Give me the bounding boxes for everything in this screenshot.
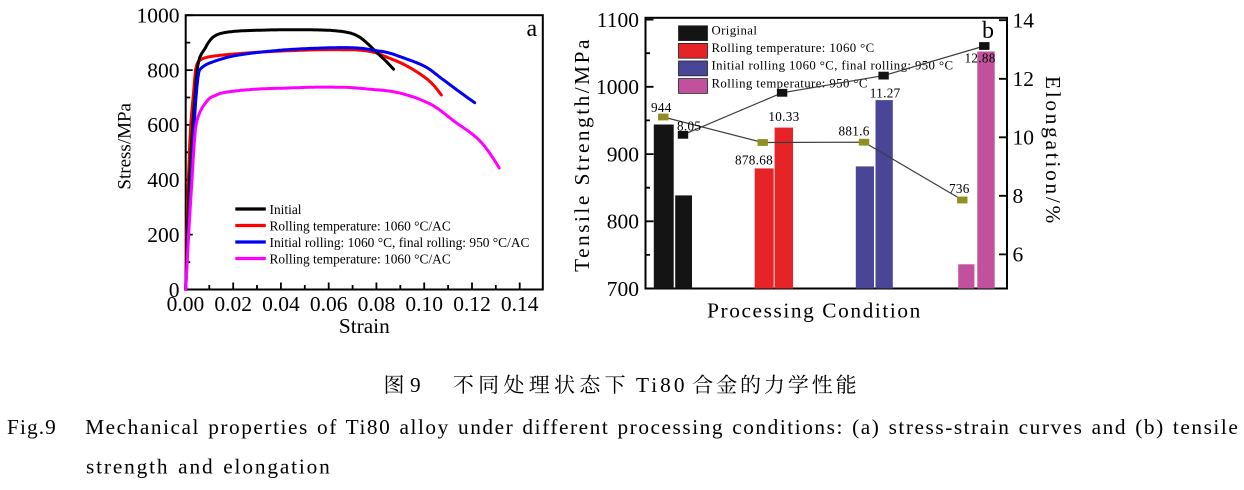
- svg-text:0.14: 0.14: [501, 292, 539, 316]
- svg-text:1000: 1000: [596, 75, 639, 99]
- svg-text:900: 900: [607, 142, 639, 166]
- svg-text:11.27: 11.27: [870, 86, 901, 101]
- svg-text:Tensile Strength/MPa: Tensile Strength/MPa: [570, 37, 594, 272]
- svg-text:Original: Original: [712, 24, 758, 38]
- svg-text:Initial: Initial: [270, 202, 302, 217]
- svg-text:0.08: 0.08: [358, 292, 396, 316]
- svg-text:Fig.9: Fig.9: [7, 415, 57, 439]
- svg-text:Rolling temperature: 1060 °C/A: Rolling temperature: 1060 °C/AC: [270, 218, 451, 233]
- svg-text:Initial rolling 1060 °C, fina: Initial rolling 1060 °C, final rolling: …: [712, 59, 954, 73]
- svg-text:600: 600: [147, 113, 179, 137]
- svg-text:10.33: 10.33: [768, 109, 799, 124]
- svg-text:14: 14: [1013, 9, 1035, 33]
- svg-text:Strain: Strain: [339, 314, 390, 338]
- svg-text:8: 8: [1013, 184, 1024, 208]
- svg-text:strength and elongation: strength and elongation: [86, 455, 332, 479]
- svg-text:700: 700: [607, 277, 639, 301]
- svg-text:12.88: 12.88: [965, 51, 996, 66]
- svg-text:10: 10: [1013, 126, 1035, 150]
- svg-text:0.06: 0.06: [310, 292, 348, 316]
- svg-text:800: 800: [147, 58, 179, 82]
- svg-text:944: 944: [651, 100, 672, 115]
- svg-text:12: 12: [1013, 67, 1035, 91]
- svg-text:b: b: [982, 18, 994, 44]
- svg-text:0: 0: [169, 278, 180, 302]
- svg-text:736: 736: [949, 181, 970, 196]
- svg-text:Rolling temperature: 1060 °C/A: Rolling temperature: 1060 °C/AC: [270, 251, 451, 266]
- svg-text:0.02: 0.02: [214, 292, 252, 316]
- svg-text:a: a: [526, 16, 537, 42]
- svg-text:Ti80: Ti80: [636, 373, 687, 397]
- svg-text:1100: 1100: [597, 8, 639, 32]
- svg-text:800: 800: [607, 210, 639, 234]
- svg-text:9: 9: [410, 373, 421, 397]
- svg-text:0.10: 0.10: [405, 292, 443, 316]
- svg-text:Initial rolling: 1060 °C, fina: Initial rolling: 1060 °C, final rolling:…: [270, 235, 530, 250]
- svg-text:Rolling temperature: 1060 °C: Rolling temperature: 1060 °C: [712, 41, 875, 55]
- svg-text:1000: 1000: [137, 4, 180, 28]
- svg-text:Elongation/%: Elongation/%: [1041, 76, 1065, 226]
- svg-text:0.00: 0.00: [167, 292, 205, 316]
- svg-text:881.6: 881.6: [839, 124, 870, 139]
- svg-text:Rolling temperature: 950 °C: Rolling temperature: 950 °C: [712, 76, 868, 90]
- svg-text:0.04: 0.04: [262, 292, 300, 316]
- svg-text:400: 400: [147, 168, 179, 192]
- svg-text:6: 6: [1013, 243, 1024, 267]
- svg-text:0.12: 0.12: [453, 292, 491, 316]
- svg-text:Mechanical properties of Ti80: Mechanical properties of Ti80 alloy unde…: [85, 415, 1239, 439]
- svg-text:Processing Condition: Processing Condition: [707, 299, 922, 323]
- svg-text:878.68: 878.68: [735, 153, 773, 168]
- svg-text:8.05: 8.05: [677, 119, 701, 134]
- svg-text:Stress/MPa: Stress/MPa: [115, 102, 136, 189]
- svg-text:200: 200: [147, 223, 179, 247]
